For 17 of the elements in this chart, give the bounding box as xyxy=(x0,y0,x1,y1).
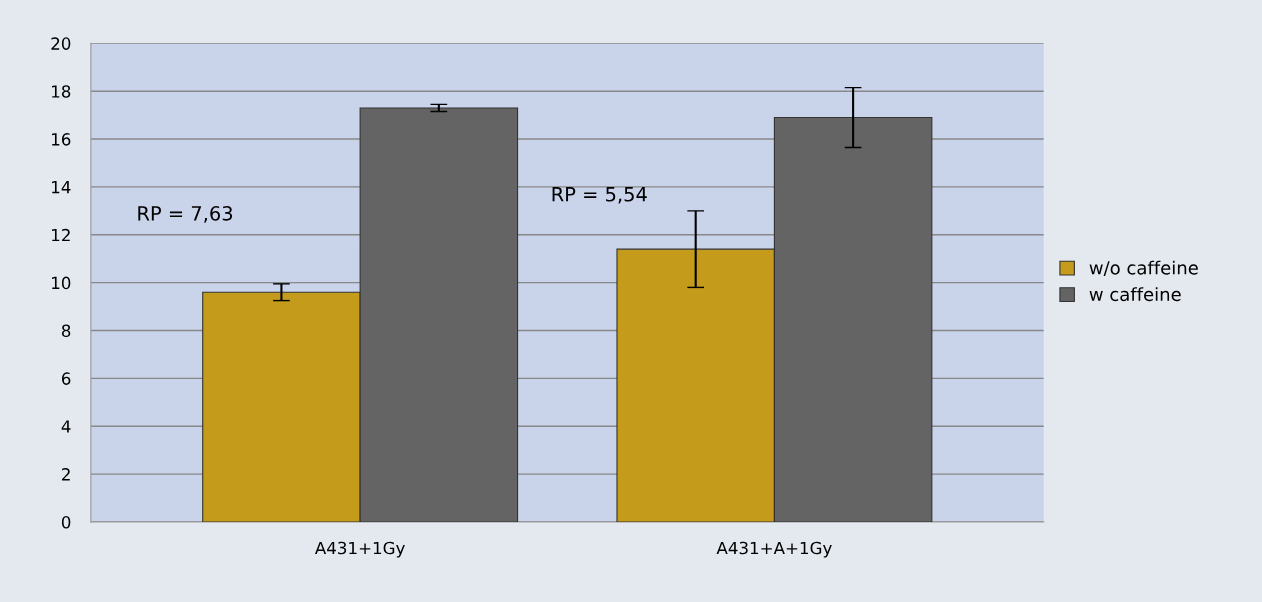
y-tick-label: 0 xyxy=(61,515,71,529)
y-tick-label: 20 xyxy=(51,37,71,50)
annotation: RP = 7,63 xyxy=(138,205,233,223)
y-tick-label: 16 xyxy=(52,133,71,146)
y-tick-label: 2 xyxy=(62,468,70,481)
legend-label: w/o caffeine xyxy=(1089,260,1198,277)
y-tick-label: 12 xyxy=(52,228,70,242)
y-tick-label: 4 xyxy=(61,420,71,433)
y-tick-label: 8 xyxy=(61,324,71,338)
x-tick-label: A431+A+1Gy xyxy=(716,541,832,558)
y-tick-label: 18 xyxy=(52,85,71,98)
y-tick-label: 10 xyxy=(52,276,71,290)
annotation: RP = 5,54 xyxy=(552,187,647,204)
x-tick-label: A431+1Gy xyxy=(314,541,405,558)
y-tick-label: 6 xyxy=(61,372,71,385)
y-tick-label: 14 xyxy=(52,181,71,194)
legend-label: w caffeine xyxy=(1089,287,1181,302)
